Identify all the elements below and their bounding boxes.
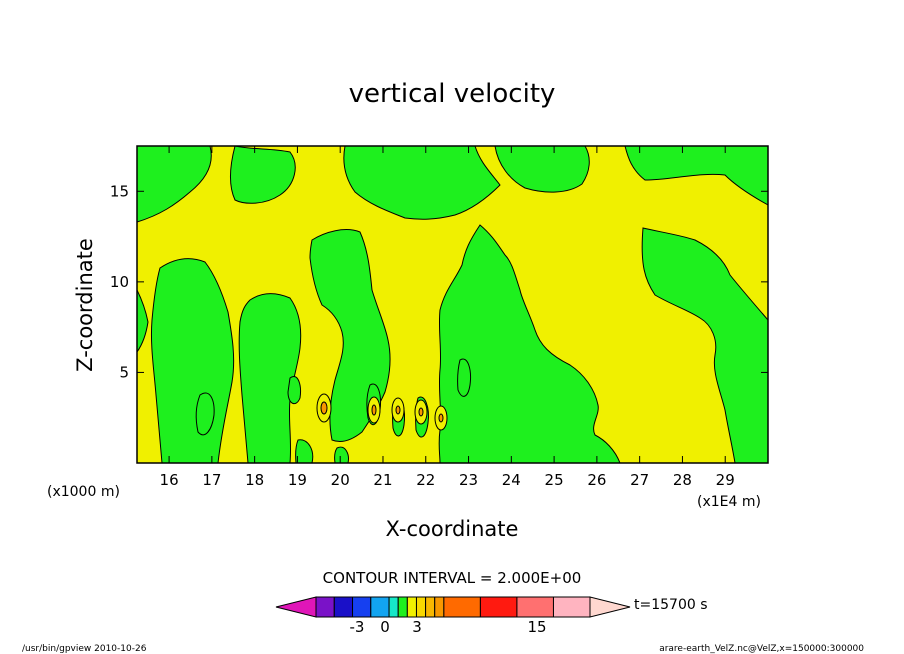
x-tick-label: 26 <box>587 471 606 489</box>
x-axis-label: X-coordinate <box>386 517 519 541</box>
colorbar-box <box>370 596 390 618</box>
colorbar-box <box>315 596 335 618</box>
y-axis-label: Z-coordinate <box>73 238 97 372</box>
negative-velocity-region <box>287 376 301 405</box>
negative-velocity-region <box>641 227 768 463</box>
colorbar-box <box>333 596 354 618</box>
x-tick-label: 20 <box>331 471 350 489</box>
colorbar-box <box>443 596 481 618</box>
colorbar-box <box>388 596 399 618</box>
x-tick-label: 16 <box>160 471 179 489</box>
colorbar-box <box>434 596 445 618</box>
negative-velocity-region <box>195 392 215 436</box>
colorbar-box <box>352 596 372 618</box>
plot-area <box>136 145 769 464</box>
x-tick-label: 29 <box>716 471 735 489</box>
negative-velocity-region <box>137 146 212 223</box>
x-tick-label: 27 <box>630 471 649 489</box>
negative-velocity-region <box>137 289 149 353</box>
positive-core-center <box>320 401 328 415</box>
colorbar-tick-label: -3 <box>350 618 365 636</box>
colorbar-box <box>552 596 591 618</box>
x-tick-label: 28 <box>673 471 692 489</box>
x-tick-label: 18 <box>245 471 264 489</box>
colorbar-box <box>479 596 518 618</box>
footer-left: /usr/bin/gpview 2010-10-26 <box>22 644 147 654</box>
colorbar-box <box>406 596 417 618</box>
colorbar-max-arrow <box>589 596 631 618</box>
negative-velocity-region <box>343 146 501 220</box>
colorbar-box <box>415 596 427 618</box>
x-tick-label: 25 <box>545 471 564 489</box>
negative-velocity-region <box>230 146 296 204</box>
colorbar: -3 0 3 15 <box>275 596 631 636</box>
x-tick-label: 22 <box>416 471 435 489</box>
colorbar-box <box>516 596 554 618</box>
y-tick-label: 10 <box>110 273 129 291</box>
contour-interval-label: CONTOUR INTERVAL = 2.000E+00 <box>323 569 582 587</box>
colorbar-min-arrow <box>275 596 317 618</box>
x-tick-label: 21 <box>373 471 392 489</box>
colorbar-tick-label: 0 <box>380 618 390 636</box>
x-tick-label: 17 <box>202 471 221 489</box>
y-axis-ticks: 5 10 15 <box>110 182 768 381</box>
colorbar-tick-label: 3 <box>412 618 422 636</box>
colorbar-tick-label: 15 <box>527 618 546 636</box>
negative-velocity-region <box>624 146 768 206</box>
x-tick-label: 19 <box>288 471 307 489</box>
colorbar-box <box>397 596 408 618</box>
y-tick-label: 15 <box>110 182 129 200</box>
x-unit-label: (x1E4 m) <box>697 494 761 510</box>
x-tick-label: 24 <box>502 471 521 489</box>
positive-core-center <box>395 405 401 415</box>
x-axis-ticks: 16 17 18 19 20 21 22 23 24 25 26 27 28 29 <box>160 146 735 489</box>
contour-field <box>137 146 768 463</box>
chart-title: vertical velocity <box>349 79 556 109</box>
positive-core-center <box>371 404 377 416</box>
negative-velocity-region <box>494 146 590 193</box>
negative-velocity-region <box>295 439 314 463</box>
positive-core-center <box>438 413 444 423</box>
plot-frame <box>136 145 769 464</box>
y-tick-label: 5 <box>119 363 129 381</box>
negative-velocity-region <box>238 293 302 463</box>
negative-velocity-region <box>438 224 621 463</box>
x-tick-label: 23 <box>459 471 478 489</box>
positive-core-center <box>418 407 424 417</box>
footer-right: arare-earth_VelZ.nc@VelZ,x=150000:300000 <box>659 644 864 654</box>
y-unit-label: (x1000 m) <box>47 484 120 500</box>
colorbar-box <box>425 596 436 618</box>
negative-velocity-region <box>457 358 471 397</box>
negative-velocity-region <box>334 446 349 463</box>
colorbar-time-label: t=15700 s <box>634 597 708 613</box>
